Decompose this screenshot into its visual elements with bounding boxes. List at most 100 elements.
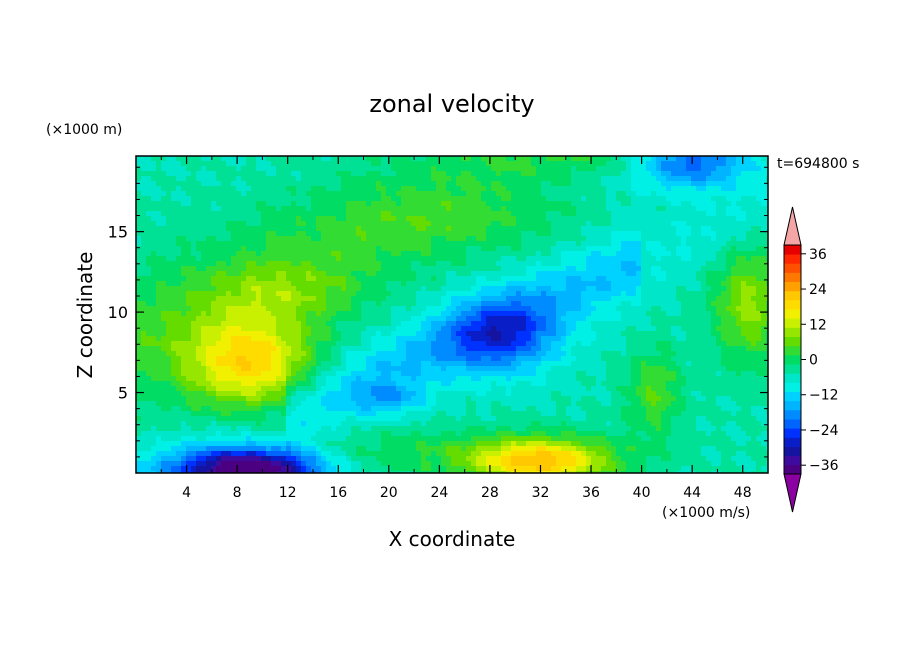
field-cell (621, 231, 627, 237)
field-cell (421, 316, 427, 322)
field-cell (311, 351, 317, 357)
field-cell (491, 261, 497, 267)
field-cell (611, 261, 617, 267)
field-cell (421, 271, 427, 277)
field-cell (671, 201, 677, 207)
field-cell (566, 191, 572, 197)
field-cell (431, 291, 437, 297)
field-cell (536, 236, 542, 242)
field-cell (166, 206, 172, 212)
field-cell (731, 286, 737, 292)
field-cell (556, 166, 562, 172)
field-cell (166, 256, 172, 262)
field-cell (646, 231, 652, 237)
field-cell (751, 271, 757, 277)
field-cell (141, 346, 147, 352)
field-cell (751, 341, 757, 347)
field-cell (551, 281, 557, 287)
field-cell (266, 261, 272, 267)
field-cell (266, 326, 272, 332)
field-cell (346, 246, 352, 252)
field-cell (596, 301, 602, 307)
field-cell (446, 261, 452, 267)
field-cell (196, 191, 202, 197)
field-cell (611, 306, 617, 312)
field-cell (221, 331, 227, 337)
field-cell (566, 336, 572, 342)
field-cell (296, 256, 302, 262)
field-cell (701, 311, 707, 317)
field-cell (306, 166, 312, 172)
field-cell (281, 256, 287, 262)
field-cell (431, 336, 437, 342)
field-cell (661, 321, 667, 327)
field-cell (426, 261, 432, 267)
field-cell (151, 276, 157, 282)
field-cell (421, 221, 427, 227)
field-cell (286, 266, 292, 272)
field-cell (691, 186, 697, 192)
field-cell (326, 171, 332, 177)
field-cell (686, 241, 692, 247)
field-cell (281, 331, 287, 337)
field-cell (166, 271, 172, 277)
field-cell (696, 186, 702, 192)
field-cell (251, 211, 257, 217)
field-cell (361, 341, 367, 347)
field-cell (566, 266, 572, 272)
field-cell (706, 241, 712, 247)
field-cell (581, 291, 587, 297)
field-cell (486, 271, 492, 277)
field-cell (156, 291, 162, 297)
field-cell (301, 346, 307, 352)
field-cell (691, 266, 697, 272)
field-cell (556, 331, 562, 337)
field-cell (571, 301, 577, 307)
field-cell (286, 211, 292, 217)
field-cell (701, 231, 707, 237)
field-cell (456, 161, 462, 167)
field-cell (291, 216, 297, 222)
field-cell (231, 191, 237, 197)
field-cell (346, 331, 352, 337)
field-cell (236, 336, 242, 342)
field-cell (606, 191, 612, 197)
field-cell (271, 266, 277, 272)
field-cell (431, 341, 437, 347)
field-cell (216, 156, 222, 162)
field-cell (356, 341, 362, 347)
field-cell (646, 271, 652, 277)
field-cell (461, 226, 467, 232)
field-cell (436, 176, 442, 182)
field-cell (311, 186, 317, 192)
field-cell (241, 346, 247, 352)
field-cell (551, 186, 557, 192)
field-cell (301, 201, 307, 207)
field-cell (521, 246, 527, 252)
field-cell (516, 166, 522, 172)
field-cell (216, 236, 222, 242)
field-cell (236, 176, 242, 182)
field-cell (386, 181, 392, 187)
field-cell (561, 286, 567, 292)
field-cell (336, 321, 342, 327)
field-cell (391, 171, 397, 177)
field-cell (516, 251, 522, 257)
field-cell (146, 341, 152, 347)
field-cell (461, 171, 467, 177)
field-cell (461, 251, 467, 257)
field-cell (661, 156, 667, 162)
field-cell (721, 326, 727, 332)
field-cell (386, 266, 392, 272)
field-cell (436, 261, 442, 267)
field-cell (331, 221, 337, 227)
field-cell (311, 171, 317, 177)
field-cell (341, 261, 347, 267)
field-cell (416, 276, 422, 282)
field-cell (276, 196, 282, 202)
field-cell (636, 261, 642, 267)
field-cell (266, 176, 272, 182)
field-cell (711, 216, 717, 222)
field-cell (341, 346, 347, 352)
field-cell (531, 201, 537, 207)
